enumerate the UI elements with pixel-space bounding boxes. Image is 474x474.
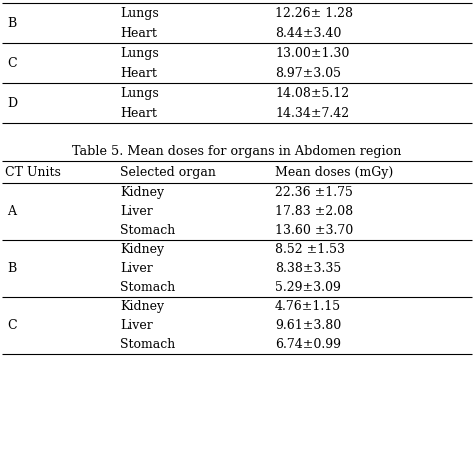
Text: 14.34±7.42: 14.34±7.42 — [275, 107, 349, 119]
Text: D: D — [7, 97, 17, 109]
Text: 9.61±3.80: 9.61±3.80 — [275, 319, 341, 332]
Text: 12.26± 1.28: 12.26± 1.28 — [275, 7, 353, 19]
Text: Kidney: Kidney — [120, 186, 164, 199]
Text: Heart: Heart — [120, 66, 157, 80]
Text: 8.52 ±1.53: 8.52 ±1.53 — [275, 243, 345, 256]
Text: Liver: Liver — [120, 319, 153, 332]
Text: Liver: Liver — [120, 205, 153, 218]
Text: Liver: Liver — [120, 262, 153, 275]
Text: Heart: Heart — [120, 27, 157, 39]
Text: A: A — [7, 205, 16, 218]
Text: Mean doses (mGy): Mean doses (mGy) — [275, 165, 393, 179]
Text: Selected organ: Selected organ — [120, 165, 216, 179]
Text: 8.97±3.05: 8.97±3.05 — [275, 66, 341, 80]
Text: B: B — [7, 17, 16, 29]
Text: 8.44±3.40: 8.44±3.40 — [275, 27, 341, 39]
Text: 5.29±3.09: 5.29±3.09 — [275, 281, 341, 294]
Text: B: B — [7, 262, 16, 275]
Text: Lungs: Lungs — [120, 7, 159, 19]
Text: Stomach: Stomach — [120, 281, 175, 294]
Text: Kidney: Kidney — [120, 243, 164, 256]
Text: CT Units: CT Units — [5, 165, 61, 179]
Text: Stomach: Stomach — [120, 338, 175, 351]
Text: 4.76±1.15: 4.76±1.15 — [275, 300, 341, 313]
Text: 17.83 ±2.08: 17.83 ±2.08 — [275, 205, 353, 218]
Text: 14.08±5.12: 14.08±5.12 — [275, 86, 349, 100]
Text: C: C — [7, 319, 17, 332]
Text: 13.00±1.30: 13.00±1.30 — [275, 46, 349, 60]
Text: Table 5. Mean doses for organs in Abdomen region: Table 5. Mean doses for organs in Abdome… — [73, 145, 401, 157]
Text: Stomach: Stomach — [120, 224, 175, 237]
Text: 13.60 ±3.70: 13.60 ±3.70 — [275, 224, 353, 237]
Text: 6.74±0.99: 6.74±0.99 — [275, 338, 341, 351]
Text: Kidney: Kidney — [120, 300, 164, 313]
Text: Heart: Heart — [120, 107, 157, 119]
Text: C: C — [7, 56, 17, 70]
Text: 8.38±3.35: 8.38±3.35 — [275, 262, 341, 275]
Text: Lungs: Lungs — [120, 46, 159, 60]
Text: Lungs: Lungs — [120, 86, 159, 100]
Text: 22.36 ±1.75: 22.36 ±1.75 — [275, 186, 353, 199]
